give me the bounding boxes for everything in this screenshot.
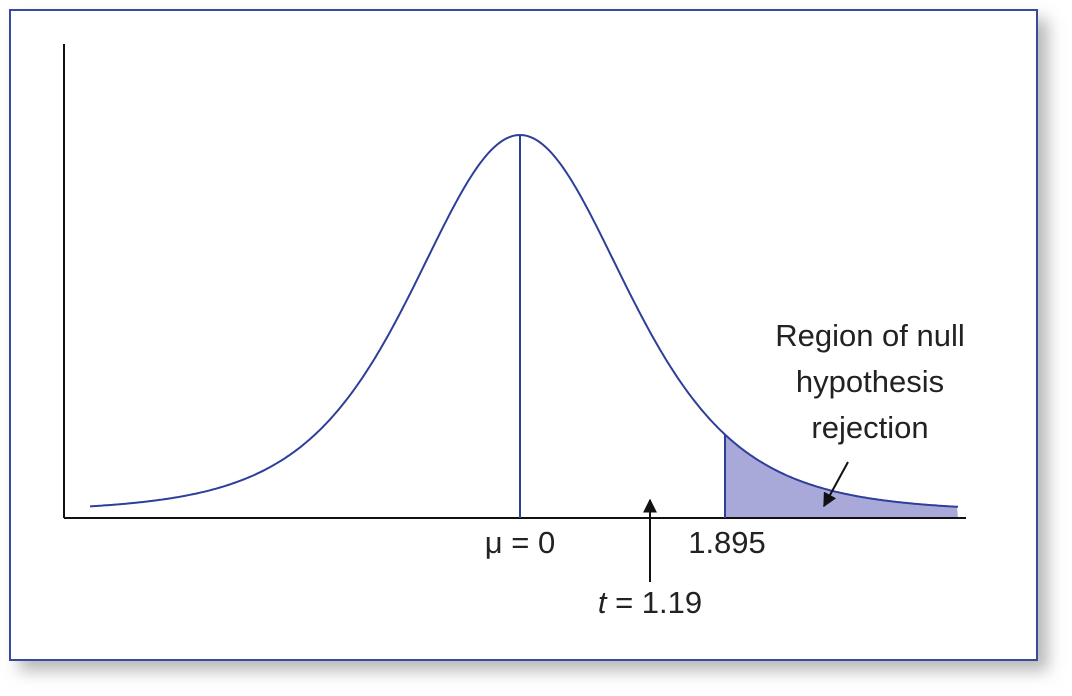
critical-label: 1.895: [688, 525, 766, 560]
t-symbol: t: [598, 585, 608, 620]
region-label: rejection: [811, 410, 928, 445]
t-value: = 1.19: [615, 585, 702, 620]
region-arrow: [823, 461, 849, 508]
frame: [9, 9, 1038, 661]
t-label: t = 1.19: [598, 585, 702, 620]
rejection-region: [725, 434, 958, 518]
region-label: Region of null: [775, 318, 965, 353]
distribution-curve: [89, 133, 959, 508]
mean-label: μ = 0: [485, 525, 555, 560]
region-label: hypothesis: [796, 364, 944, 399]
